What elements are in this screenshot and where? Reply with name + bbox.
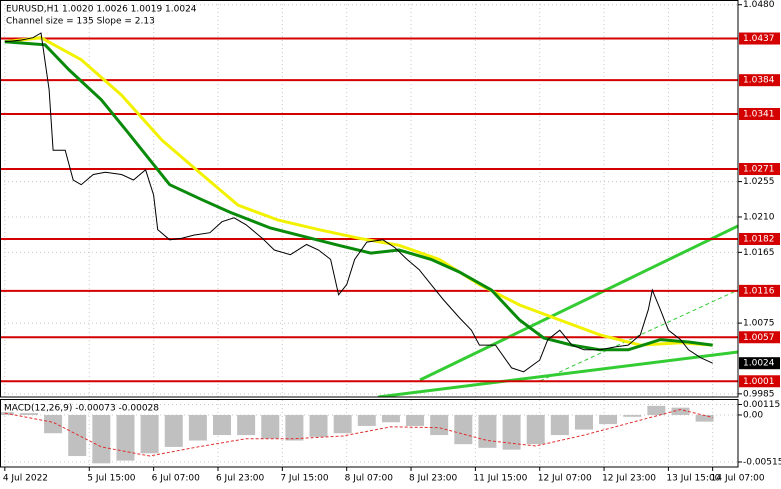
histogram-bar: [599, 414, 618, 425]
histogram-bar: [623, 414, 642, 417]
histogram-bar: [68, 414, 87, 457]
histogram-bar: [140, 414, 159, 454]
level-box: [739, 232, 780, 245]
x-tick-label: 6 Jul 23:00: [216, 474, 265, 484]
histogram-bar: [237, 414, 256, 436]
y-tick-label: 1.0165: [743, 248, 775, 258]
level-box: [739, 163, 780, 176]
histogram-bar: [406, 414, 425, 426]
histogram-bar: [333, 414, 352, 434]
y-tick-label: 1.0210: [743, 212, 775, 222]
chart-subtitle: Channel size = 135 Slope = 2.13: [6, 17, 155, 27]
macd-title: MACD(12,26,9) -0.00073 -0.00028: [4, 404, 159, 414]
histogram-bar: [695, 414, 714, 422]
histogram-bar: [92, 414, 111, 464]
y-tick-label: 0.00115: [743, 400, 780, 410]
series-line: [4, 408, 713, 457]
histogram-bar: [261, 414, 280, 439]
histogram-bar: [526, 414, 545, 445]
y-tick-label: 1.0255: [743, 177, 775, 187]
y-tick-label: 1.0075: [743, 319, 775, 329]
x-tick-label: 14 Jul 07:00: [711, 474, 765, 484]
x-tick-label: 8 Jul 07:00: [345, 474, 394, 484]
x-tick-label: 5 Jul 15:00: [87, 474, 136, 484]
current-price-box: [739, 357, 780, 370]
histogram-bar: [647, 405, 666, 415]
chart-title: EURUSD,H1 1.0020 1.0026 1.0019 1.0024: [6, 5, 197, 15]
x-tick-label: 12 Jul 23:00: [602, 474, 656, 484]
histogram-bar: [188, 414, 207, 441]
channel-lower: [377, 350, 738, 397]
y-tick-label: 0.9985: [743, 389, 775, 399]
current-price-label: 1.0024: [743, 359, 775, 369]
histogram-bar: [574, 414, 593, 430]
level-box: [739, 32, 780, 45]
price-frame: [0, 0, 739, 398]
histogram-bar: [309, 414, 328, 437]
histogram-bar: [502, 414, 521, 450]
level-label: 1.0384: [743, 76, 775, 86]
x-tick-label: 7 Jul 15:00: [280, 474, 329, 484]
histogram-bar: [381, 414, 400, 423]
histogram-bar: [164, 414, 183, 447]
level-box: [739, 331, 780, 344]
histogram-bar: [19, 413, 38, 415]
histogram-bar: [478, 414, 497, 448]
histogram-bar: [454, 414, 473, 445]
level-label: 1.0001: [743, 377, 775, 387]
x-tick-label: 11 Jul 15:00: [473, 474, 527, 484]
level-label: 1.0057: [743, 333, 775, 343]
level-label: 1.0271: [743, 165, 775, 175]
level-box: [739, 284, 780, 297]
histogram-bar: [430, 414, 449, 436]
y-tick-label: 0.00: [743, 410, 763, 420]
histogram-bar: [671, 407, 690, 415]
macd-frame: [0, 399, 739, 468]
histogram-bar: [550, 414, 569, 436]
x-tick-label: 8 Jul 23:00: [409, 474, 458, 484]
y-tick-label: -0.00515: [743, 457, 781, 467]
histogram-bar: [357, 414, 376, 426]
x-tick-label: 6 Jul 07:00: [152, 474, 201, 484]
level-label: 1.0182: [743, 234, 775, 244]
level-label: 1.0341: [743, 109, 775, 119]
level-box: [739, 375, 780, 388]
x-tick-label: 12 Jul 07:00: [538, 474, 592, 484]
x-tick-label: 4 Jul 2022: [3, 474, 48, 484]
channel-upper: [419, 224, 738, 382]
series-line: [4, 36, 713, 347]
series-line: [4, 32, 713, 373]
histogram-bar: [285, 414, 304, 441]
x-tick-label: 13 Jul 15:00: [666, 474, 720, 484]
histogram-bar: [213, 414, 232, 436]
histogram-bar: [44, 414, 63, 434]
level-box: [739, 74, 780, 87]
level-label: 1.0116: [743, 286, 775, 296]
histogram-bar: [116, 414, 135, 461]
y-tick-label: 1.0480: [743, 0, 775, 10]
level-box: [739, 107, 780, 120]
level-label: 1.0437: [743, 34, 775, 44]
